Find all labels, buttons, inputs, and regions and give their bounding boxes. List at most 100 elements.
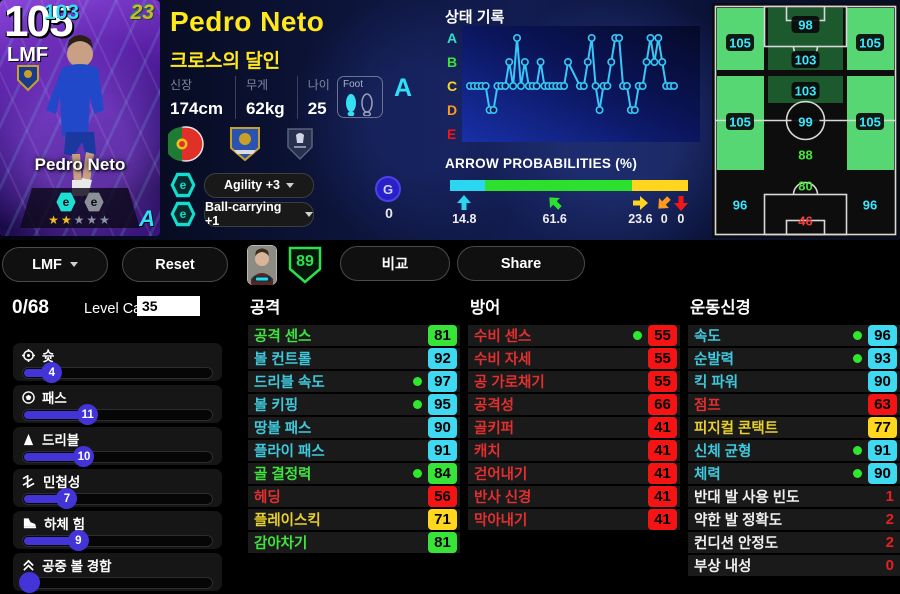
training-slider-track[interactable]: 7 [22, 488, 213, 509]
stat-value-badge: 81 [428, 325, 457, 346]
booster-2-label: Ball-carrying +1 [205, 200, 282, 228]
stat-row: 헤딩 56 [248, 486, 460, 507]
training-label: 패스 [42, 391, 67, 406]
play-style-label: 크로스의 달인 [170, 51, 281, 72]
stat-value-badge: 84 [428, 463, 457, 484]
booster-hex-icon: e [170, 172, 196, 198]
stat-value-badge: 91 [428, 440, 457, 461]
diag-up-arrow-icon [549, 197, 562, 210]
stat-label: 점프 [694, 398, 721, 414]
booster-select-2[interactable]: Ball-carrying +1 [204, 200, 314, 228]
player-attributes: 신장 174cm 무게 62kg 나이 25 [170, 76, 352, 119]
stat-section-title: 방어 [470, 299, 501, 317]
training-slider-track[interactable]: 4 [22, 362, 213, 383]
reset-button-label: Reset [155, 256, 195, 273]
star-icon: ★ [73, 213, 87, 227]
epic-skill-badge-icon: e [56, 192, 76, 212]
compare-button-label: 비교 [381, 257, 409, 273]
boost-dot-icon [413, 469, 422, 478]
slider-thumb[interactable]: 4 [41, 362, 63, 383]
position-ratings-pitch-map[interactable]: 105 98 105 103 103 105 99 105 88 80 96 96 46 [712, 3, 899, 243]
stat-value-badge: 77 [868, 417, 897, 438]
level-cap-label: Level Cap [84, 301, 150, 317]
stat-label: 부상 내성 [694, 559, 752, 575]
slider-thumb[interactable]: 9 [67, 530, 89, 551]
star-icon: ★ [60, 213, 74, 227]
stat-label: 막아내기 [474, 513, 528, 529]
stat-row: 피지컬 콘택트 77 [688, 417, 900, 438]
svg-text:96: 96 [863, 198, 877, 213]
training-sliders-panel: 슛 4 패스 11 드리블 10 [13, 343, 222, 594]
probability-segment [450, 180, 486, 191]
training-label: 공중 볼 경합 [42, 559, 112, 574]
stat-row: 반대 발 사용 빈도 1 [688, 486, 900, 507]
compare-button[interactable]: 비교 [340, 246, 450, 281]
attribute-value: 62kg [245, 99, 285, 118]
stat-value-badge: 90 [868, 371, 897, 392]
svg-text:D: D [447, 102, 457, 118]
training-slider-track[interactable]: 11 [22, 404, 213, 425]
svg-text:C: C [447, 78, 457, 94]
card-level-number: 23 [130, 1, 154, 24]
slider-thumb[interactable] [18, 572, 40, 593]
stat-row: 부상 내성 0 [688, 555, 900, 576]
booster-select-1[interactable]: Agility +3 [204, 172, 314, 198]
stat-row: 수비 자세 55 [468, 348, 680, 369]
stat-label: 반대 발 사용 빈도 [694, 490, 800, 506]
training-slider-item: 하체 힘 9 [13, 511, 222, 551]
chevron-down-icon [305, 211, 313, 217]
stat-value-badge: 55 [648, 325, 677, 346]
stat-row: 체력 90 [688, 463, 900, 484]
stat-value-badge: 93 [868, 348, 897, 369]
stat-label: 반사 신경 [474, 490, 532, 506]
condition-history-title: 상태 기록 [445, 9, 505, 26]
stat-value-badge: 56 [428, 486, 457, 507]
club-crest-icon [17, 65, 39, 92]
training-slider-track[interactable]: 10 [22, 446, 213, 467]
player-attribute: 무게 62kg [246, 76, 298, 119]
attribute-value: 174cm [170, 99, 223, 118]
stat-value: 2 [885, 534, 894, 551]
stat-label: 플라이 패스 [254, 444, 325, 460]
player-avatar[interactable] [247, 245, 277, 285]
stat-row: 골키퍼 41 [468, 417, 680, 438]
stat-section-title: 운동신경 [690, 299, 751, 317]
booster-1-label: Agility +3 [224, 178, 280, 192]
training-label: 슛 [42, 349, 55, 364]
probability-value: 0 [677, 212, 685, 226]
reset-button[interactable]: Reset [122, 247, 228, 282]
slider-thumb[interactable]: 11 [77, 404, 99, 425]
team-rating-badge: 89 [288, 246, 322, 284]
affiliation-badges [168, 126, 314, 162]
stat-label: 땅볼 패스 [254, 421, 312, 437]
position-dropdown[interactable]: LMF [2, 247, 108, 282]
card-overall-rating: 105 [4, 0, 73, 46]
boot-icon [22, 517, 37, 529]
training-slider-track[interactable] [18, 572, 213, 593]
right-arrow-icon [633, 196, 649, 210]
probability-segment [631, 180, 688, 191]
share-button[interactable]: Share [457, 246, 585, 281]
stat-value-badge: 90 [428, 417, 457, 438]
slider-thumb[interactable]: 7 [56, 488, 78, 509]
stat-value-badge: 66 [648, 394, 677, 415]
stat-label: 수비 센스 [474, 329, 532, 345]
svg-text:105: 105 [859, 36, 881, 51]
stat-row: 공 가로채기 55 [468, 371, 680, 392]
stat-value-badge: 41 [648, 463, 677, 484]
card-boosted-rating: 103 [44, 1, 80, 24]
training-slider-track[interactable]: 9 [22, 530, 213, 551]
slider-thumb[interactable]: 10 [73, 446, 95, 467]
svg-text:105: 105 [729, 115, 751, 130]
attribute-value: 25 [307, 99, 327, 118]
stat-label: 골키퍼 [474, 421, 515, 437]
stat-label: 공격성 [474, 398, 515, 414]
progression-points: 0/68 [12, 297, 49, 318]
player-card[interactable]: 105 103 23 LMF Pedro Neto e e ★★★★★ A [0, 0, 160, 236]
gp-medal-icon: G [375, 176, 401, 202]
stat-row: 반사 신경 41 [468, 486, 680, 507]
boost-dot-icon [413, 400, 422, 409]
level-cap-input[interactable] [137, 296, 200, 316]
